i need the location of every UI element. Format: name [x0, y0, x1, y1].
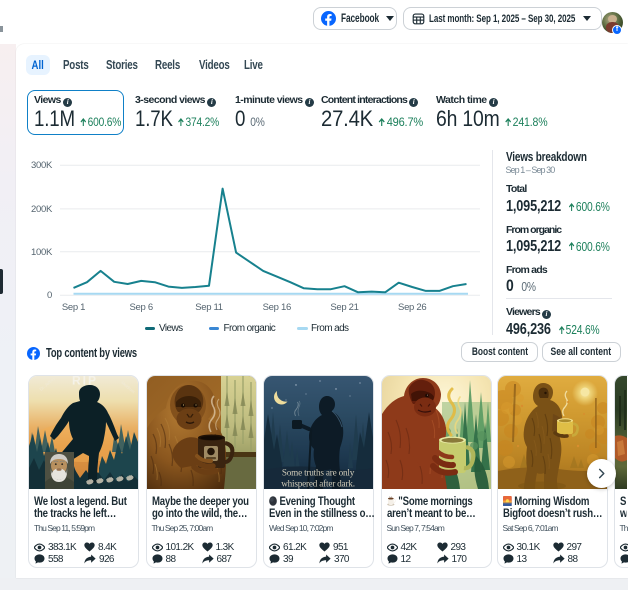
svg-text:RIP: RIP — [72, 376, 98, 388]
svg-text:Some truths are only: Some truths are only — [282, 468, 355, 478]
svg-text:whispered after dark.: whispered after dark. — [281, 479, 355, 489]
